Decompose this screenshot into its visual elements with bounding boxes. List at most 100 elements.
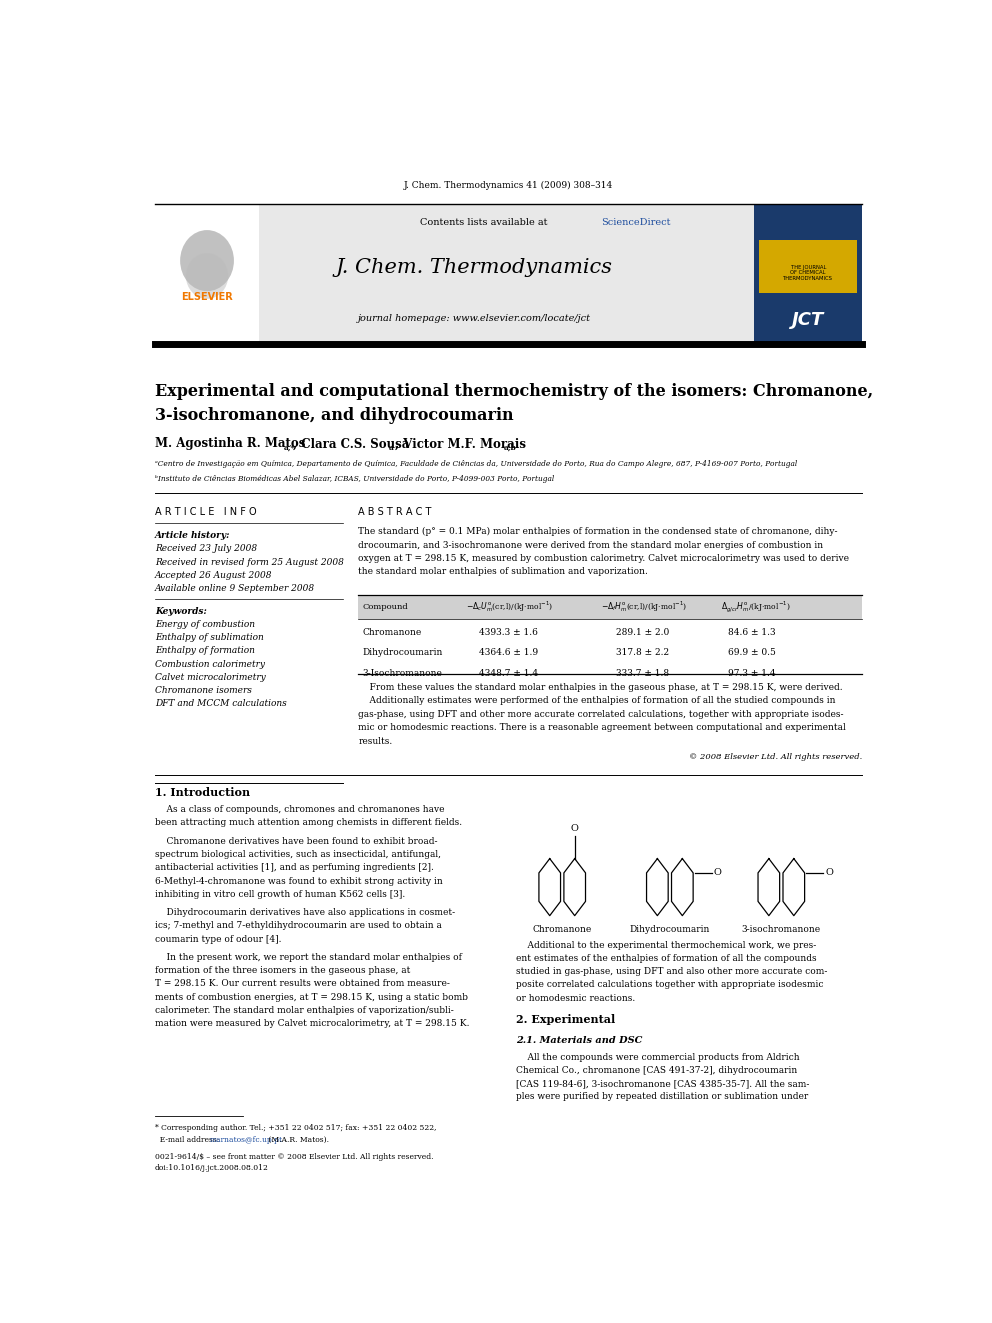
Text: gas-phase, using DFT and other more accurate correlated calculations, together w: gas-phase, using DFT and other more accu… bbox=[358, 710, 844, 718]
Text: The standard (p° = 0.1 MPa) molar enthalpies of formation in the condensed state: The standard (p° = 0.1 MPa) molar enthal… bbox=[358, 527, 838, 536]
Text: Available online 9 September 2008: Available online 9 September 2008 bbox=[155, 585, 314, 593]
Text: Accepted 26 August 2008: Accepted 26 August 2008 bbox=[155, 572, 272, 579]
FancyBboxPatch shape bbox=[155, 204, 755, 344]
Text: M. Agostinha R. Matos: M. Agostinha R. Matos bbox=[155, 438, 306, 451]
Text: studied in gas-phase, using DFT and also other more accurate com-: studied in gas-phase, using DFT and also… bbox=[516, 967, 827, 976]
Text: * Corresponding author. Tel.; +351 22 0402 517; fax: +351 22 0402 522,: * Corresponding author. Tel.; +351 22 04… bbox=[155, 1123, 436, 1131]
Text: [CAS 119-84-6], 3-isochromanone [CAS 4385-35-7]. All the sam-: [CAS 119-84-6], 3-isochromanone [CAS 438… bbox=[516, 1080, 809, 1089]
FancyBboxPatch shape bbox=[155, 204, 259, 344]
Text: inhibiting in vitro cell growth of human K562 cells [3].: inhibiting in vitro cell growth of human… bbox=[155, 890, 405, 898]
Text: 317.8 ± 2.2: 317.8 ± 2.2 bbox=[616, 648, 670, 658]
Text: 97.3 ± 1.4: 97.3 ± 1.4 bbox=[728, 668, 776, 677]
Text: ScienceDirect: ScienceDirect bbox=[601, 218, 671, 228]
Text: ᵇInstituto de Ciências Biomédicas Abel Salazar, ICBAS, Universidade do Porto, P-: ᵇInstituto de Ciências Biomédicas Abel S… bbox=[155, 475, 554, 483]
Text: T = 298.15 K. Our current results were obtained from measure-: T = 298.15 K. Our current results were o… bbox=[155, 979, 449, 988]
Text: 1. Introduction: 1. Introduction bbox=[155, 787, 250, 798]
Text: $-\Delta_fH_m^{\rm o}$(cr,l)/(kJ·mol$^{-1}$): $-\Delta_fH_m^{\rm o}$(cr,l)/(kJ·mol$^{-… bbox=[601, 599, 686, 614]
Text: ples were purified by repeated distillation or sublimation under: ples were purified by repeated distillat… bbox=[516, 1093, 808, 1102]
Text: doi:10.1016/j.jct.2008.08.012: doi:10.1016/j.jct.2008.08.012 bbox=[155, 1164, 269, 1172]
Text: In the present work, we report the standard molar enthalpies of: In the present work, we report the stand… bbox=[155, 953, 461, 962]
Text: Dihydrocoumarin derivatives have also applications in cosmet-: Dihydrocoumarin derivatives have also ap… bbox=[155, 908, 455, 917]
Text: mic or homodesmic reactions. There is a reasonable agreement between computation: mic or homodesmic reactions. There is a … bbox=[358, 724, 846, 733]
Text: spectrum biological activities, such as insecticidal, antifungal,: spectrum biological activities, such as … bbox=[155, 851, 440, 859]
Text: Chromanone: Chromanone bbox=[362, 628, 422, 636]
Text: 333.7 ± 1.8: 333.7 ± 1.8 bbox=[616, 668, 670, 677]
Text: J. Chem. Thermodynamics 41 (2009) 308–314: J. Chem. Thermodynamics 41 (2009) 308–31… bbox=[404, 181, 613, 189]
Text: coumarin type of odour [4].: coumarin type of odour [4]. bbox=[155, 934, 282, 943]
Text: $-\Delta_cU_m^{\rm o}$(cr,l)/(kJ·mol$^{-1}$): $-\Delta_cU_m^{\rm o}$(cr,l)/(kJ·mol$^{-… bbox=[466, 599, 554, 614]
Text: A B S T R A C T: A B S T R A C T bbox=[358, 507, 432, 517]
Ellipse shape bbox=[186, 253, 228, 299]
Text: 84.6 ± 1.3: 84.6 ± 1.3 bbox=[728, 628, 776, 636]
Text: Calvet microcalorimetry: Calvet microcalorimetry bbox=[155, 673, 266, 681]
Text: Combustion calorimetry: Combustion calorimetry bbox=[155, 660, 265, 668]
Text: © 2008 Elsevier Ltd. All rights reserved.: © 2008 Elsevier Ltd. All rights reserved… bbox=[688, 753, 862, 761]
Text: Energy of combustion: Energy of combustion bbox=[155, 619, 255, 628]
Text: Additionally estimates were performed of the enthalpies of formation of all the : Additionally estimates were performed of… bbox=[358, 696, 836, 705]
Text: From these values the standard molar enthalpies in the gaseous phase, at T = 298: From these values the standard molar ent… bbox=[358, 683, 843, 692]
Text: Experimental and computational thermochemistry of the isomers: Chromanone,: Experimental and computational thermoche… bbox=[155, 382, 873, 400]
Text: 6-Methyl-4-chromanone was found to exhibit strong activity in: 6-Methyl-4-chromanone was found to exhib… bbox=[155, 877, 442, 885]
Text: ics; 7-methyl and 7-ethyldihydrocoumarin are used to obtain a: ics; 7-methyl and 7-ethyldihydrocoumarin… bbox=[155, 921, 441, 930]
Text: $\Delta_{g/cr}^{}H_m^{\rm o}$/(kJ·mol$^{-1}$): $\Delta_{g/cr}^{}H_m^{\rm o}$/(kJ·mol$^{… bbox=[721, 599, 791, 615]
Text: ments of combustion energies, at T = 298.15 K, using a static bomb: ments of combustion energies, at T = 298… bbox=[155, 992, 468, 1002]
Text: been attracting much attention among chemists in different fields.: been attracting much attention among che… bbox=[155, 819, 462, 827]
Text: a,*: a,* bbox=[284, 445, 296, 452]
Text: antibacterial activities [1], and as perfuming ingredients [2].: antibacterial activities [1], and as per… bbox=[155, 864, 434, 872]
Text: Article history:: Article history: bbox=[155, 531, 230, 540]
Text: 0021-9614/$ – see front matter © 2008 Elsevier Ltd. All rights reserved.: 0021-9614/$ – see front matter © 2008 El… bbox=[155, 1154, 434, 1162]
Text: the standard molar enthalpies of sublimation and vaporization.: the standard molar enthalpies of sublima… bbox=[358, 568, 649, 577]
FancyBboxPatch shape bbox=[755, 204, 862, 344]
Text: calorimeter. The standard molar enthalpies of vaporization/subli-: calorimeter. The standard molar enthalpi… bbox=[155, 1005, 453, 1015]
Text: Chromanone: Chromanone bbox=[533, 925, 592, 934]
Text: Enthalpy of formation: Enthalpy of formation bbox=[155, 647, 255, 655]
Text: Chromanone isomers: Chromanone isomers bbox=[155, 687, 252, 695]
Text: E-mail address:: E-mail address: bbox=[155, 1135, 221, 1144]
Text: A R T I C L E   I N F O: A R T I C L E I N F O bbox=[155, 507, 256, 517]
Text: O: O bbox=[714, 868, 722, 877]
Text: Contents lists available at: Contents lists available at bbox=[420, 218, 551, 228]
Text: J. Chem. Thermodynamics: J. Chem. Thermodynamics bbox=[335, 258, 612, 278]
Text: a,b: a,b bbox=[504, 445, 517, 452]
Text: 4348.7 ± 1.4: 4348.7 ± 1.4 bbox=[479, 668, 538, 677]
Text: mation were measured by Calvet microcalorimetry, at T = 298.15 K.: mation were measured by Calvet microcalo… bbox=[155, 1019, 469, 1028]
Text: oxygen at T = 298.15 K, measured by combustion calorimetry. Calvet microcalorime: oxygen at T = 298.15 K, measured by comb… bbox=[358, 554, 849, 564]
Text: Dihydrocoumarin: Dihydrocoumarin bbox=[630, 925, 710, 934]
Text: drocoumarin, and 3-isochromanone were derived from the standard molar energies o: drocoumarin, and 3-isochromanone were de… bbox=[358, 541, 823, 549]
Text: Additional to the experimental thermochemical work, we pres-: Additional to the experimental thermoche… bbox=[516, 941, 816, 950]
Text: Chemical Co., chromanone [CAS 491-37-2], dihydrocoumarin: Chemical Co., chromanone [CAS 491-37-2],… bbox=[516, 1066, 798, 1076]
FancyBboxPatch shape bbox=[358, 595, 862, 619]
Text: , Clara C.S. Sousa: , Clara C.S. Sousa bbox=[294, 438, 410, 451]
Text: 289.1 ± 2.0: 289.1 ± 2.0 bbox=[616, 628, 670, 636]
Text: Compound: Compound bbox=[362, 603, 408, 611]
Text: 2. Experimental: 2. Experimental bbox=[516, 1013, 615, 1025]
Text: JCT: JCT bbox=[792, 311, 824, 328]
Text: All the compounds were commercial products from Aldrich: All the compounds were commercial produc… bbox=[516, 1053, 800, 1062]
Text: ELSEVIER: ELSEVIER bbox=[182, 292, 233, 302]
Text: marnatos@fc.up.pt: marnatos@fc.up.pt bbox=[210, 1135, 284, 1144]
Text: or homodesmic reactions.: or homodesmic reactions. bbox=[516, 994, 635, 1003]
Text: Enthalpy of sublimation: Enthalpy of sublimation bbox=[155, 632, 264, 642]
Text: As a class of compounds, chromones and chromanones have: As a class of compounds, chromones and c… bbox=[155, 806, 444, 814]
Text: 3-Isochromanone: 3-Isochromanone bbox=[362, 668, 442, 677]
Text: Received 23 July 2008: Received 23 July 2008 bbox=[155, 545, 257, 553]
Text: posite correlated calculations together with appropriate isodesmic: posite correlated calculations together … bbox=[516, 980, 823, 990]
Text: 2.1. Materials and DSC: 2.1. Materials and DSC bbox=[516, 1036, 643, 1045]
Text: 3-isochromanone: 3-isochromanone bbox=[742, 925, 821, 934]
Text: (M.A.R. Matos).: (M.A.R. Matos). bbox=[266, 1135, 329, 1144]
Text: a: a bbox=[389, 445, 394, 452]
Text: , Victor M.F. Morais: , Victor M.F. Morais bbox=[396, 438, 527, 451]
Text: 69.9 ± 0.5: 69.9 ± 0.5 bbox=[728, 648, 776, 658]
Text: Received in revised form 25 August 2008: Received in revised form 25 August 2008 bbox=[155, 558, 343, 566]
Text: formation of the three isomers in the gaseous phase, at: formation of the three isomers in the ga… bbox=[155, 966, 410, 975]
Text: O: O bbox=[825, 868, 833, 877]
FancyBboxPatch shape bbox=[759, 241, 857, 294]
Text: Dihydrocoumarin: Dihydrocoumarin bbox=[362, 648, 442, 658]
Text: THE JOURNAL
OF CHEMICAL
THERMODYNAMICS: THE JOURNAL OF CHEMICAL THERMODYNAMICS bbox=[784, 265, 833, 282]
Text: Chromanone derivatives have been found to exhibit broad-: Chromanone derivatives have been found t… bbox=[155, 836, 437, 845]
Text: DFT and MCCM calculations: DFT and MCCM calculations bbox=[155, 700, 287, 708]
Ellipse shape bbox=[181, 230, 234, 291]
Text: O: O bbox=[570, 823, 578, 832]
Text: journal homepage: www.elsevier.com/locate/jct: journal homepage: www.elsevier.com/locat… bbox=[357, 314, 590, 323]
Text: 4393.3 ± 1.6: 4393.3 ± 1.6 bbox=[479, 628, 538, 636]
